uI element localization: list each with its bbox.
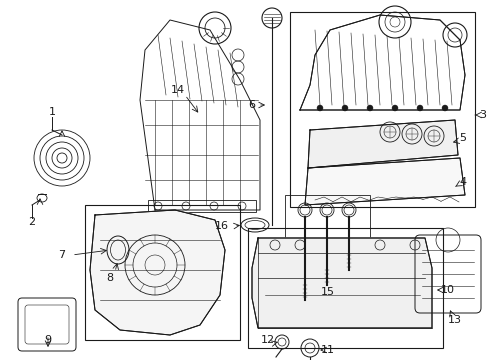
Text: 5: 5 — [460, 133, 466, 143]
Text: 13: 13 — [448, 315, 462, 325]
Circle shape — [367, 105, 373, 111]
Circle shape — [342, 105, 348, 111]
Bar — [85, 205, 240, 340]
Text: 9: 9 — [45, 335, 51, 345]
Circle shape — [392, 105, 398, 111]
Polygon shape — [308, 120, 458, 168]
Text: 7: 7 — [58, 250, 66, 260]
Circle shape — [417, 105, 423, 111]
Text: 16: 16 — [215, 221, 229, 231]
Text: 15: 15 — [321, 287, 335, 297]
Circle shape — [317, 105, 323, 111]
Text: 11: 11 — [321, 345, 335, 355]
Circle shape — [442, 105, 448, 111]
Polygon shape — [305, 158, 465, 205]
Bar — [148, 200, 256, 212]
Polygon shape — [90, 210, 225, 335]
Bar — [290, 12, 475, 207]
Text: 10: 10 — [441, 285, 455, 295]
Text: 6: 6 — [248, 100, 255, 110]
Bar — [248, 228, 443, 348]
Text: 14: 14 — [171, 85, 185, 95]
Text: 4: 4 — [460, 177, 466, 187]
Text: 1: 1 — [49, 107, 55, 117]
Text: 8: 8 — [106, 273, 114, 283]
Text: 3: 3 — [480, 110, 487, 120]
Polygon shape — [252, 238, 432, 328]
Text: 2: 2 — [28, 217, 36, 227]
Polygon shape — [300, 15, 465, 110]
Bar — [285, 195, 370, 300]
Text: 12: 12 — [261, 335, 275, 345]
